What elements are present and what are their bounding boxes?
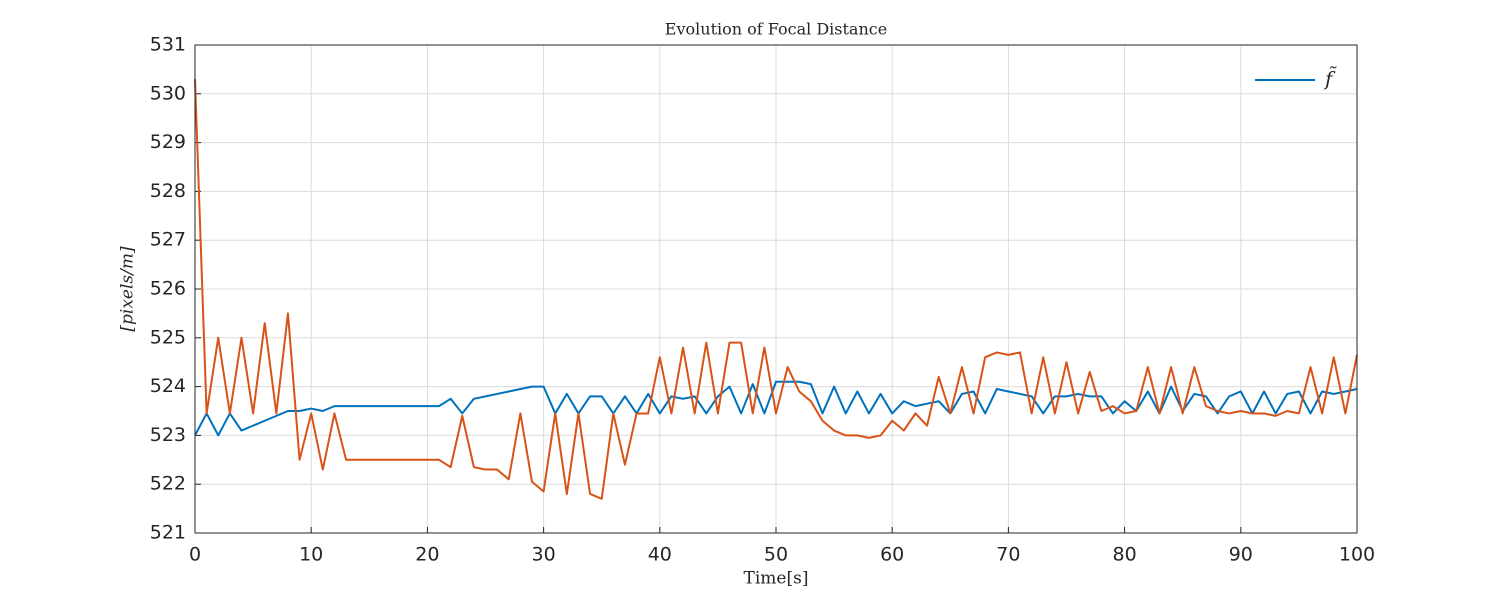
y-tick-label: 527 xyxy=(150,229,186,251)
y-tick-label: 530 xyxy=(150,82,186,104)
y-tick-label: 526 xyxy=(150,278,186,300)
axes-box xyxy=(194,44,1358,534)
x-tick-label: 70 xyxy=(996,544,1020,566)
chart-title: Evolution of Focal Distance xyxy=(665,20,887,39)
y-tick-label: 524 xyxy=(150,375,186,397)
x-axis-label: Time[s] xyxy=(744,569,809,589)
y-axis-label: [pixels/m] xyxy=(118,246,138,332)
series-line xyxy=(194,380,1358,437)
x-tick-label: 0 xyxy=(189,544,201,566)
lines xyxy=(194,79,1358,500)
y-tick-label: 522 xyxy=(150,473,186,495)
y-tick-label: 521 xyxy=(150,522,186,544)
x-tick-label: 80 xyxy=(1113,544,1137,566)
series-line xyxy=(194,79,1358,500)
y-tick-label: 529 xyxy=(150,131,186,153)
y-tick-label: 528 xyxy=(150,180,186,202)
x-tick-label: 40 xyxy=(648,544,672,566)
x-tick-label: 60 xyxy=(880,544,904,566)
x-tick-label: 50 xyxy=(764,544,788,566)
x-tick-label: 30 xyxy=(532,544,556,566)
x-tick-label: 100 xyxy=(1339,544,1375,566)
x-tick-label: 90 xyxy=(1229,544,1253,566)
y-tick-label: 525 xyxy=(150,326,186,348)
x-tick-label: 20 xyxy=(415,544,439,566)
y-tick-label: 531 xyxy=(150,34,186,56)
x-tick-label: 10 xyxy=(299,544,323,566)
y-tick-label: 523 xyxy=(150,424,186,446)
